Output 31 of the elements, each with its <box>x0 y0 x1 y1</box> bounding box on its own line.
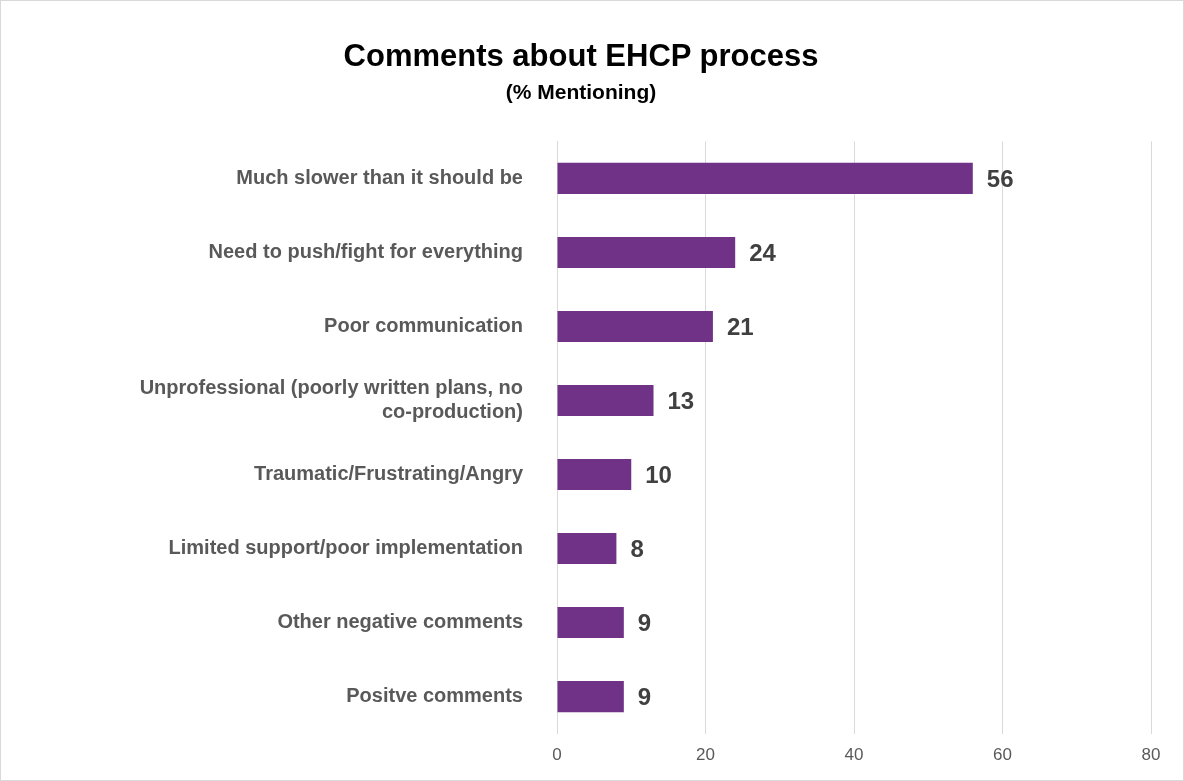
chart-subtitle: (% Mentioning) <box>505 79 657 103</box>
data-label: 8 <box>630 535 644 563</box>
x-tick-label: 60 <box>993 745 1012 765</box>
data-label: 9 <box>637 683 652 711</box>
bar <box>557 162 973 194</box>
y-tick-label: Positve comments <box>346 684 523 707</box>
y-tick-label: Much slower than it should be <box>236 165 523 188</box>
data-label: 13 <box>667 387 695 415</box>
x-tick-label: 40 <box>844 745 864 765</box>
data-label: 9 <box>637 609 652 637</box>
bar <box>557 532 617 565</box>
data-label: 10 <box>645 461 672 489</box>
bar <box>557 236 736 268</box>
bar <box>557 681 624 713</box>
bar <box>557 384 654 417</box>
data-label: 56 <box>986 165 1014 193</box>
chart-title: Comments about EHCP process <box>343 38 819 74</box>
bar <box>557 458 632 491</box>
data-label: 24 <box>749 239 777 267</box>
x-tick-label: 20 <box>696 745 715 765</box>
y-tick-label: Other negative comments <box>277 610 523 633</box>
bar <box>557 310 713 343</box>
y-tick-label: Limited support/poor implementation <box>168 536 523 559</box>
y-tick-label: Poor communication <box>324 313 523 336</box>
y-tick-label: Need to push/fight for everything <box>208 239 523 262</box>
data-label: 21 <box>726 313 754 341</box>
y-tick-label: Unprofessional (poorly written plans, no co-production) <box>139 376 523 422</box>
y-tick-label: Traumatic/Frustrating/Angry <box>254 462 524 485</box>
bar <box>557 607 624 639</box>
x-tick-label: 80 <box>1141 745 1161 765</box>
x-tick-label: 0 <box>552 745 562 765</box>
